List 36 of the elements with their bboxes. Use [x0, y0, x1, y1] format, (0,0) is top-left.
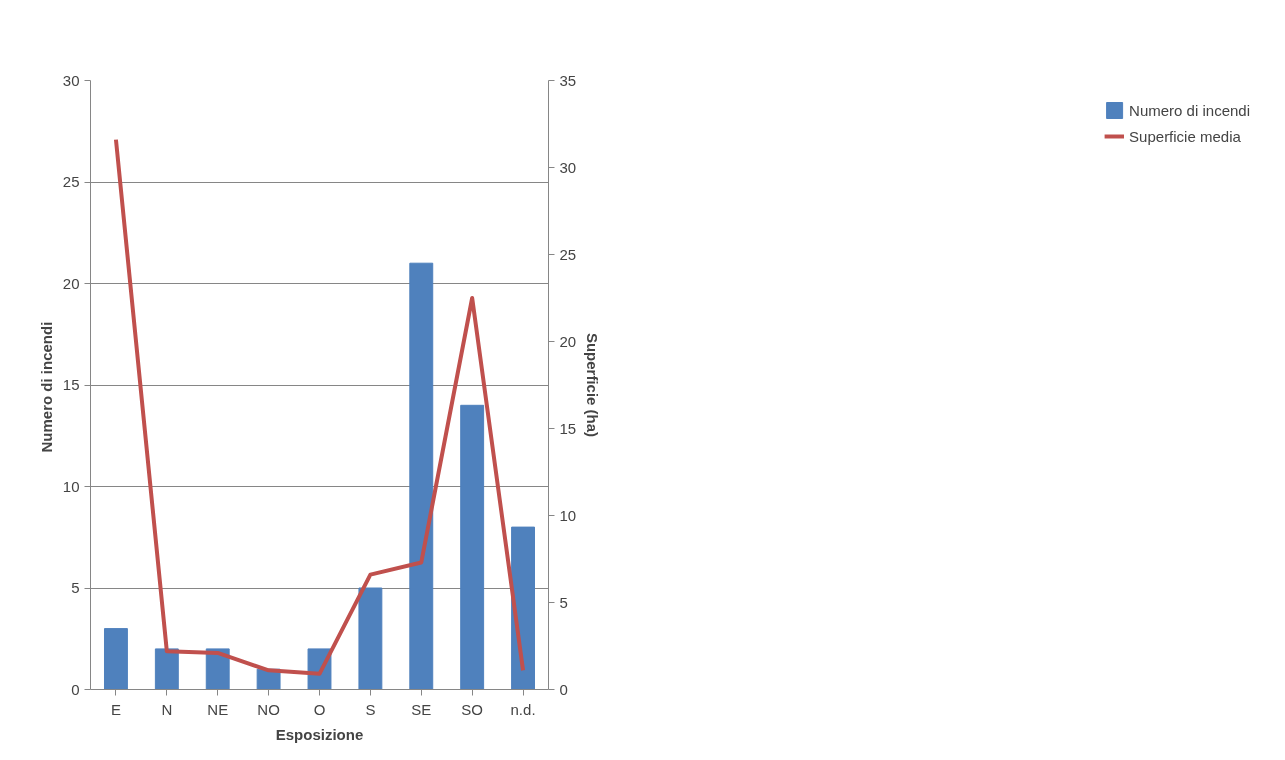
bar — [154, 648, 179, 690]
y2-tick-label: 35 — [559, 71, 577, 89]
y-tick-label: 10 — [62, 477, 80, 495]
y2-tick-label: 0 — [559, 680, 568, 698]
y2-tick-label: 15 — [559, 419, 577, 437]
legend-label: Superficie media — [1129, 127, 1241, 145]
x-tick-label: E — [110, 700, 121, 718]
y2-tick-label: 25 — [559, 245, 577, 263]
y2-tick-label: 10 — [559, 506, 577, 524]
bar — [409, 262, 434, 690]
x-axis-title: Esposizione — [275, 725, 364, 743]
bar — [358, 587, 383, 690]
y-tick-label: 25 — [62, 173, 80, 190]
y2-tick-label: 20 — [559, 332, 577, 350]
y-tick-label: 20 — [62, 274, 80, 292]
x-tick-label: SE — [411, 700, 432, 718]
x-tick-label: NE — [207, 700, 229, 718]
x-tick-label: SO — [461, 700, 484, 718]
x-tick-label: O — [313, 700, 326, 718]
y-axis-title: Numero di incendi — [37, 321, 55, 453]
y-tick-label: 5 — [71, 579, 80, 596]
bar — [511, 526, 536, 690]
y-tick-label: 15 — [62, 376, 80, 393]
legend-label: Numero di incendi — [1129, 101, 1250, 119]
line-series — [113, 137, 526, 676]
bar — [460, 404, 485, 690]
bar — [103, 628, 128, 690]
x-tick-label: N — [161, 700, 173, 718]
x-tick-label: NO — [257, 700, 280, 718]
y2-axis-title: Superficie (ha) — [584, 332, 602, 438]
y-tick-label: 0 — [71, 680, 80, 698]
y2-tick-label: 30 — [559, 158, 577, 176]
y2-tick-label: 5 — [559, 593, 568, 611]
x-tick-label: n.d. — [510, 700, 536, 718]
y-tick-label: 30 — [62, 71, 80, 89]
x-tick-label: S — [365, 700, 376, 718]
